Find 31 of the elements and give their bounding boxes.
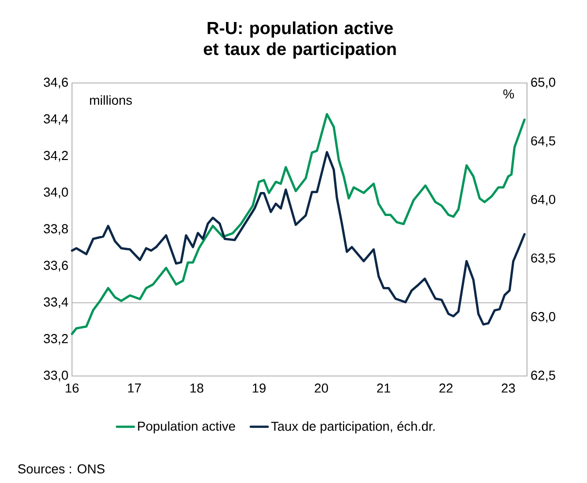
x-tick-label: 18 bbox=[190, 384, 204, 393]
x-tick-label: 17 bbox=[128, 384, 141, 392]
x-tick-label: 16 bbox=[66, 384, 79, 393]
line-series bbox=[70, 151, 526, 326]
y2-tick-label: 64,5 bbox=[531, 136, 556, 147]
y-tick-label: 33,8 bbox=[44, 224, 68, 235]
y-tick-label: 34,6 bbox=[44, 78, 68, 88]
x-tick-label: 20 bbox=[314, 384, 328, 393]
y-axis-title: millions bbox=[90, 95, 132, 105]
chart-title: R-U: population active et taux de participation bbox=[204, 21, 396, 59]
y-tick-label: 33,4 bbox=[44, 297, 68, 308]
y-tick-label: 33,2 bbox=[44, 334, 68, 345]
y-tick-label: 34,0 bbox=[44, 188, 68, 198]
x-tick-label: 19 bbox=[252, 384, 266, 393]
y-tick-label: 33,0 bbox=[44, 370, 68, 382]
x-tick-label: 22 bbox=[439, 384, 453, 393]
y2-tick-label: 65,0 bbox=[531, 78, 556, 88]
x-tick-label: 23 bbox=[502, 384, 515, 393]
y-tick-label: 34,2 bbox=[44, 150, 68, 162]
y2-tick-label: 62,5 bbox=[531, 370, 556, 382]
legend-label: Taux de participation, éch.dr. bbox=[271, 421, 435, 434]
legend-label: Population active bbox=[138, 421, 236, 434]
y2-axis-title: % bbox=[503, 89, 514, 99]
y-tick-label: 33,6 bbox=[44, 260, 68, 272]
y2-tick-label: 64,0 bbox=[531, 194, 556, 206]
source-note: Sources : ONS bbox=[18, 464, 104, 474]
y2-tick-label: 63,5 bbox=[531, 253, 556, 264]
line-series bbox=[70, 112, 526, 336]
y2-tick-label: 63,0 bbox=[531, 312, 556, 323]
y-tick-label: 34,4 bbox=[44, 114, 68, 125]
x-tick-label: 21 bbox=[377, 384, 390, 393]
